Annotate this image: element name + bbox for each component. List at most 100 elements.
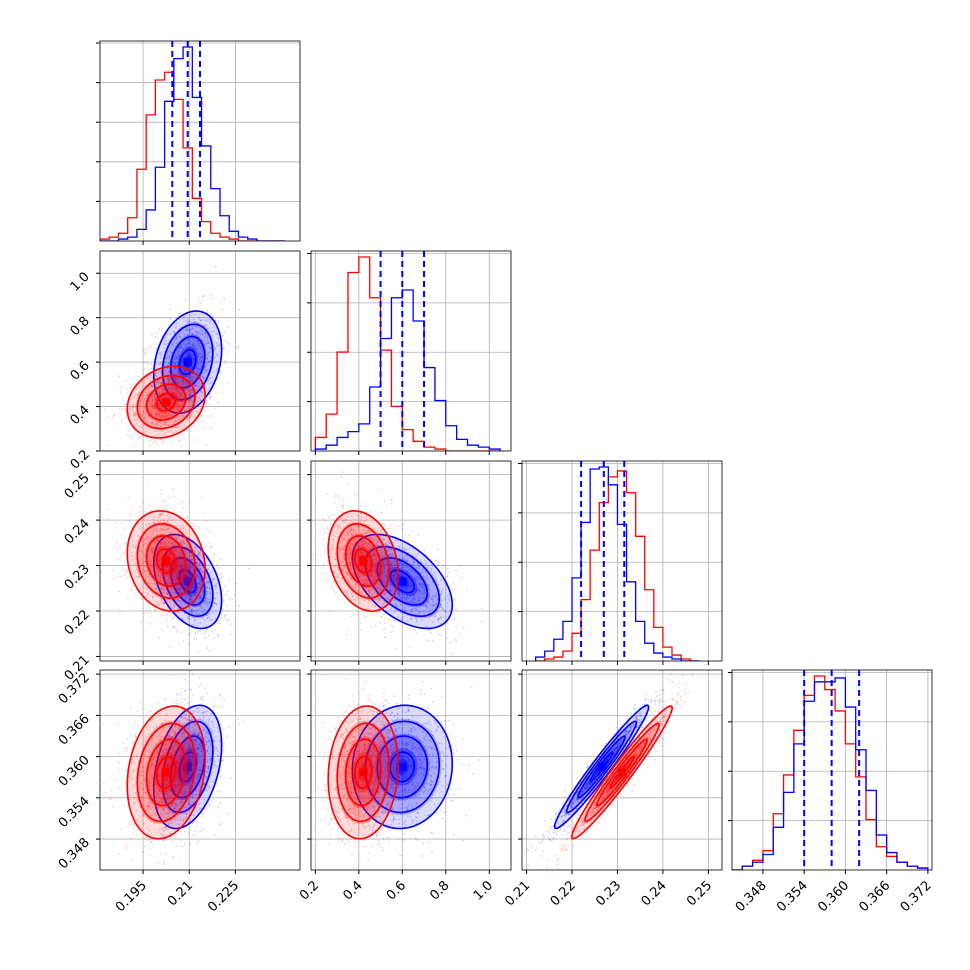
- blue-sample-point: [151, 401, 154, 403]
- blue-sample-point: [159, 356, 162, 359]
- blue-sample-point: [198, 381, 201, 383]
- blue-sample-point: [222, 334, 225, 337]
- blue-sample-point: [206, 341, 209, 344]
- blue-sample-point: [195, 325, 198, 328]
- red-sample-point: [158, 604, 161, 607]
- red-sample-point: [150, 384, 153, 387]
- blue-sample-point: [134, 546, 137, 549]
- blue-sample-point: [172, 603, 175, 606]
- red-sample-point: [153, 395, 156, 398]
- blue-sample-point: [201, 698, 204, 701]
- blue-sample-point: [173, 362, 176, 365]
- red-sample-point: [100, 570, 103, 573]
- blue-sample-point: [148, 573, 151, 576]
- blue-sample-point: [163, 347, 166, 349]
- blue-sample-point: [215, 332, 217, 335]
- red-sample-point: [167, 424, 170, 427]
- red-sample-point: [168, 411, 171, 413]
- red-sample-point: [144, 416, 146, 419]
- blue-sample-point: [195, 594, 198, 597]
- blue-sample-point: [175, 322, 178, 325]
- red-sample-point: [182, 571, 185, 573]
- blue-sample-point: [192, 623, 195, 626]
- blue-sample-point: [176, 376, 178, 379]
- red-sample-point: [129, 413, 131, 415]
- red-sample-point: [134, 543, 137, 546]
- red-sample-point: [122, 403, 125, 406]
- blue-sample-point: [196, 367, 199, 370]
- red-sample-point: [141, 395, 144, 398]
- red-sample-point: [174, 393, 177, 396]
- blue-sample-point: [180, 346, 183, 348]
- blue-sample-point: [209, 319, 212, 322]
- blue-sample-point: [201, 553, 203, 556]
- blue-sample-point: [203, 344, 206, 347]
- red-sample-point: [168, 360, 171, 362]
- blue-sample-point: [206, 363, 209, 365]
- blue-sample-point: [208, 602, 211, 604]
- blue-sample-point: [179, 588, 182, 591]
- blue-sample-point: [183, 563, 186, 566]
- red-sample-point: [178, 549, 181, 551]
- blue-sample-point: [167, 380, 170, 383]
- blue-sample-point: [198, 562, 201, 565]
- blue-sample-point: [218, 790, 221, 793]
- blue-sample-point: [217, 620, 220, 623]
- red-sample-point: [154, 568, 157, 571]
- red-sample-point: [202, 511, 205, 514]
- blue-sample-point: [195, 562, 198, 565]
- blue-sample-point: [226, 325, 229, 328]
- blue-sample-point: [177, 369, 180, 372]
- red-sample-point: [182, 368, 184, 370]
- blue-sample-point: [187, 832, 190, 835]
- blue-sample-point: [193, 313, 196, 316]
- blue-sample-point: [195, 573, 198, 576]
- contour-panel: 0.210.220.230.240.25: [62, 460, 301, 684]
- red-sample-point: [170, 440, 173, 443]
- red-sample-point: [191, 558, 194, 561]
- blue-sample-point: [208, 360, 211, 362]
- red-sample-point: [193, 439, 196, 441]
- blue-sample-point: [199, 586, 202, 589]
- blue-sample-point: [189, 610, 192, 613]
- blue-sample-point: [193, 586, 196, 589]
- blue-sample-point: [190, 380, 193, 382]
- blue-sample-point: [167, 384, 170, 387]
- red-sample-point: [187, 566, 190, 569]
- red-sample-point: [133, 413, 136, 415]
- red-sample-point: [143, 382, 146, 384]
- red-sample-point: [111, 569, 114, 572]
- red-sample-point: [180, 374, 183, 377]
- red-sample-point: [172, 396, 174, 399]
- red-sample-point: [172, 626, 175, 629]
- blue-sample-point: [192, 359, 195, 361]
- red-sample-point: [210, 761, 212, 764]
- blue-sample-point: [169, 350, 172, 352]
- blue-sample-point: [195, 574, 197, 577]
- red-sample-point: [177, 404, 180, 407]
- blue-sample-point: [187, 592, 189, 595]
- blue-sample-point: [177, 611, 180, 614]
- blue-sample-point: [226, 590, 229, 592]
- blue-sample-point: [159, 415, 161, 418]
- red-sample-point: [165, 599, 168, 601]
- red-sample-point: [161, 380, 164, 383]
- blue-sample-point: [220, 616, 223, 619]
- red-sample-point: [156, 567, 159, 570]
- red-sample-point: [171, 402, 174, 405]
- blue-sample-point: [173, 606, 176, 608]
- blue-sample-point: [206, 580, 209, 583]
- red-sample-point: [213, 387, 216, 390]
- blue-sample-point: [182, 364, 185, 367]
- blue-sample-point: [186, 565, 189, 568]
- red-sample-point: [178, 642, 181, 645]
- red-sample-point: [190, 389, 193, 392]
- red-sample-point: [190, 389, 193, 391]
- red-sample-point: [172, 410, 175, 413]
- blue-sample-point: [205, 401, 208, 404]
- red-sample-point: [181, 568, 184, 570]
- red-sample-point: [200, 594, 202, 597]
- red-sample-point: [119, 392, 122, 395]
- red-sample-point: [159, 579, 162, 582]
- blue-sample-point: [201, 606, 204, 609]
